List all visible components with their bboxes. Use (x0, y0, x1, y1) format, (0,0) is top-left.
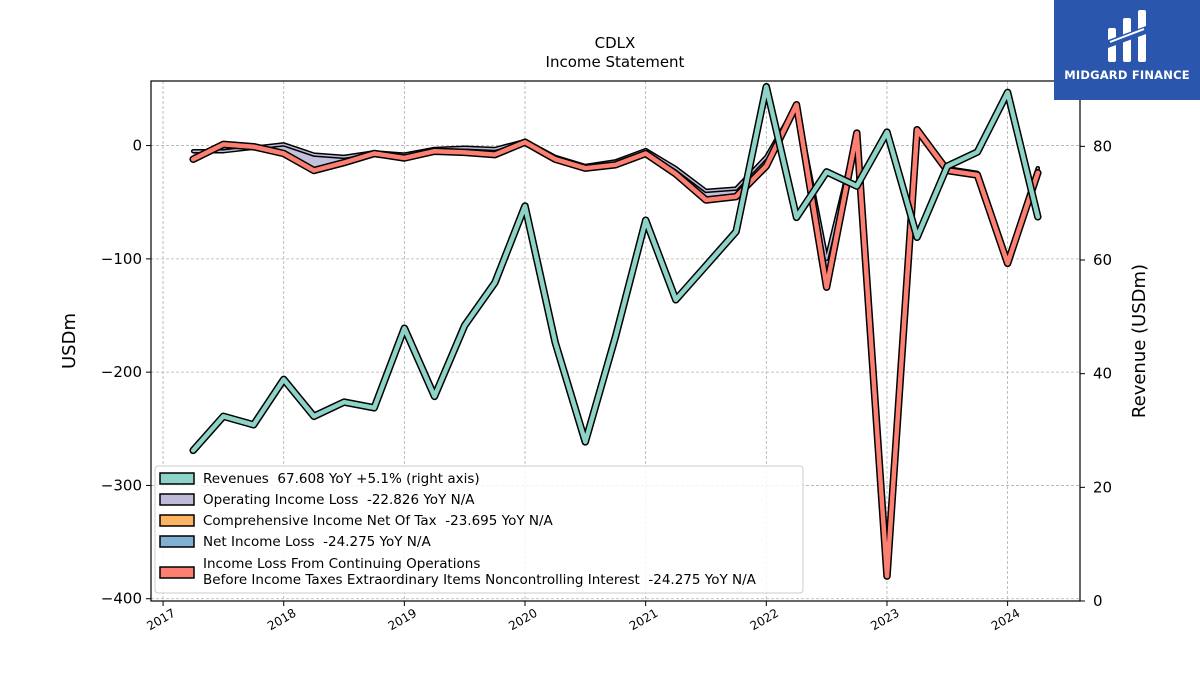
y-tick-label: 0 (132, 137, 142, 155)
legend-label-revenues: Revenues 67.608 YoY +5.1% (right axis) (203, 471, 480, 487)
x-tick-label: 2022 (748, 606, 781, 633)
x-tick-label: 2019 (386, 606, 419, 633)
grid (151, 81, 1080, 601)
x-tick-label: 2023 (868, 606, 901, 633)
legend-item-net-income-loss: Net Income Loss -24.275 YoY N/A (159, 534, 431, 550)
plot-frame (150, 80, 1081, 602)
y-right-tick-label: 40 (1093, 365, 1112, 383)
legend-frame (154, 465, 804, 594)
y-axis-right: 0 20 40 60 80 (1080, 137, 1112, 610)
legend-label-comprehensive-income: Comprehensive Income Net Of Tax -23.695 … (203, 513, 554, 529)
brand-logo: MIDGARD FINANCE (1054, 0, 1200, 100)
x-tick-label: 2018 (265, 606, 298, 633)
x-tick-label: 2017 (144, 606, 177, 633)
legend-label-income-continuing-operations-line1: Income Loss From Continuing Operations (203, 556, 480, 572)
legend-swatch-comprehensive-income (159, 514, 195, 527)
midgard-logo-icon (1108, 10, 1146, 62)
legend-item-operating-income-loss: Operating Income Loss -22.826 YoY N/A (159, 492, 475, 508)
chart-title: CDLX (595, 34, 636, 52)
legend-label-operating-income-loss: Operating Income Loss -22.826 YoY N/A (203, 492, 475, 508)
series-line-income-loss-from-continuing-operations-before-income-taxes-extraordinary-items-noncontrolling-interest (190, 102, 1041, 579)
legend: Revenues 67.608 YoY +5.1% (right axis) O… (154, 465, 804, 594)
legend-swatch-income-continuing-operations (159, 566, 195, 579)
x-axis: 2017 2018 2019 2020 2021 2022 2023 2024 (144, 601, 1022, 633)
y-tick-label: −200 (101, 363, 142, 381)
legend-item-income-continuing-operations: Income Loss From Continuing Operations B… (159, 556, 757, 588)
y-right-tick-label: 0 (1093, 592, 1103, 610)
x-tick-label: 2020 (506, 606, 539, 633)
legend-swatch-revenues (159, 472, 195, 485)
y-axis-left: 0 −100 −200 −300 −400 (101, 137, 151, 608)
series-line-revenues (190, 84, 1041, 453)
legend-label-income-continuing-operations-line2: Before Income Taxes Extraordinary Items … (203, 572, 757, 588)
legend-swatch-operating-income-loss (159, 493, 195, 506)
y-right-tick-label: 80 (1093, 137, 1112, 155)
legend-label-net-income-loss: Net Income Loss -24.275 YoY N/A (203, 534, 431, 550)
y-axis-label: USDm (59, 313, 80, 369)
line-layer (189, 82, 1042, 580)
y-tick-label: −400 (101, 590, 142, 608)
y-tick-label: −100 (101, 250, 142, 268)
y-right-tick-label: 20 (1093, 478, 1112, 496)
chart-subtitle: Income Statement (546, 53, 685, 71)
y-tick-label: −300 (101, 476, 142, 494)
x-tick-label: 2021 (627, 606, 660, 633)
legend-item-revenues: Revenues 67.608 YoY +5.1% (right axis) (159, 471, 480, 487)
x-tick-label: 2024 (989, 606, 1022, 633)
legend-item-comprehensive-income: Comprehensive Income Net Of Tax -23.695 … (159, 513, 554, 529)
y-right-tick-label: 60 (1093, 251, 1112, 269)
legend-swatch-net-income-loss (159, 535, 195, 548)
brand-name: MIDGARD FINANCE (1064, 68, 1190, 82)
y-axis-right-label: Revenue (USDm) (1129, 264, 1150, 418)
